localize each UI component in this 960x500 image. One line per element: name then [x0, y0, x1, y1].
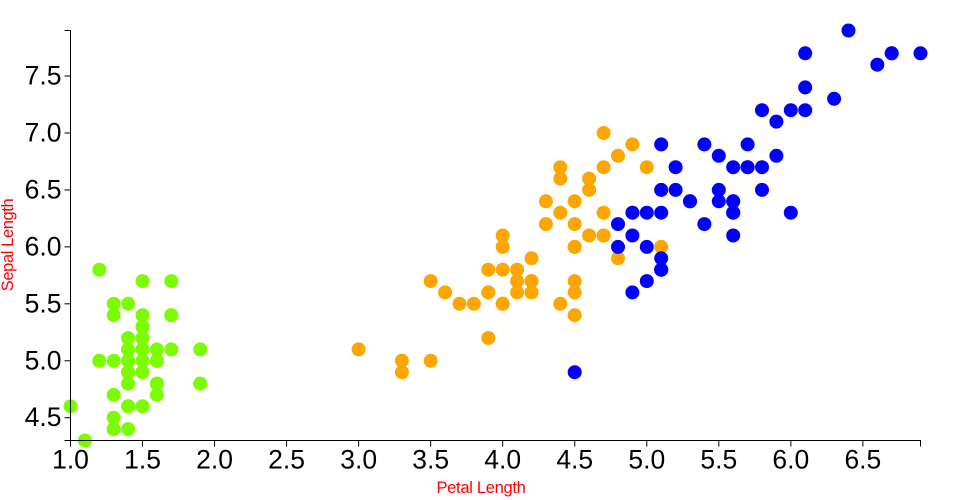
svg-text:6.5: 6.5 — [844, 444, 881, 474]
svg-text:1.0: 1.0 — [52, 444, 89, 474]
svg-text:6.5: 6.5 — [25, 174, 62, 204]
svg-text:7.5: 7.5 — [25, 61, 62, 91]
svg-text:5.0: 5.0 — [628, 444, 665, 474]
svg-text:3.0: 3.0 — [340, 444, 377, 474]
svg-text:Petal Length: Petal Length — [436, 479, 525, 497]
svg-text:5.5: 5.5 — [25, 288, 62, 318]
svg-text:7.0: 7.0 — [25, 117, 62, 147]
svg-text:2.5: 2.5 — [268, 444, 305, 474]
svg-text:6.0: 6.0 — [25, 231, 62, 261]
svg-text:5.5: 5.5 — [700, 444, 737, 474]
svg-text:6.0: 6.0 — [772, 444, 809, 474]
svg-text:4.5: 4.5 — [25, 402, 62, 432]
svg-text:5.0: 5.0 — [25, 345, 62, 375]
svg-text:1.5: 1.5 — [124, 444, 161, 474]
svg-text:4.0: 4.0 — [484, 444, 521, 474]
svg-text:2.0: 2.0 — [196, 444, 233, 474]
svg-text:3.5: 3.5 — [412, 444, 449, 474]
svg-text:Sepal Length: Sepal Length — [0, 199, 17, 292]
svg-text:4.5: 4.5 — [556, 444, 593, 474]
